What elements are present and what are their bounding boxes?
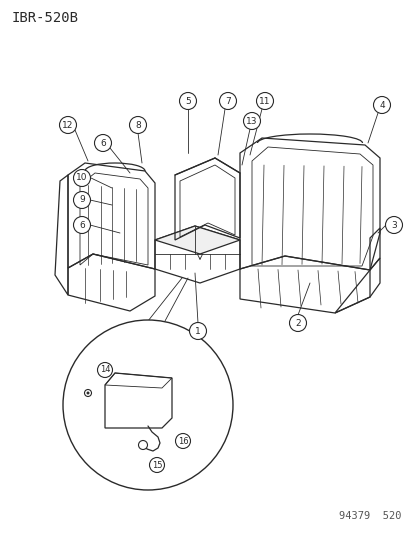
Text: 10: 10 (76, 174, 88, 182)
Text: 5: 5 (185, 96, 190, 106)
Text: 94379  520: 94379 520 (339, 511, 401, 521)
Circle shape (189, 322, 206, 340)
Circle shape (74, 169, 90, 187)
Circle shape (63, 320, 233, 490)
Circle shape (84, 390, 91, 397)
Text: 12: 12 (62, 120, 74, 130)
Text: 15: 15 (152, 461, 162, 470)
Circle shape (385, 216, 401, 233)
Text: 4: 4 (378, 101, 384, 109)
Text: 7: 7 (225, 96, 230, 106)
Circle shape (86, 392, 89, 394)
Circle shape (59, 117, 76, 133)
Text: 3: 3 (390, 221, 396, 230)
Text: 16: 16 (177, 437, 188, 446)
Text: 13: 13 (246, 117, 257, 125)
Text: 1: 1 (195, 327, 200, 335)
Text: 6: 6 (79, 221, 85, 230)
Circle shape (256, 93, 273, 109)
Text: 14: 14 (100, 366, 110, 375)
Circle shape (97, 362, 112, 377)
Circle shape (149, 457, 164, 472)
Text: 2: 2 (294, 319, 300, 327)
Polygon shape (154, 226, 240, 254)
Circle shape (175, 433, 190, 448)
Text: 8: 8 (135, 120, 140, 130)
Text: 9: 9 (79, 196, 85, 205)
Text: 6: 6 (100, 139, 106, 148)
Circle shape (289, 314, 306, 332)
Text: IBR-520B: IBR-520B (12, 11, 79, 25)
Circle shape (74, 191, 90, 208)
Circle shape (74, 216, 90, 233)
Circle shape (179, 93, 196, 109)
Circle shape (373, 96, 389, 114)
Circle shape (243, 112, 260, 130)
Circle shape (138, 440, 147, 449)
Circle shape (129, 117, 146, 133)
Circle shape (94, 134, 111, 151)
Text: 11: 11 (259, 96, 270, 106)
Circle shape (219, 93, 236, 109)
